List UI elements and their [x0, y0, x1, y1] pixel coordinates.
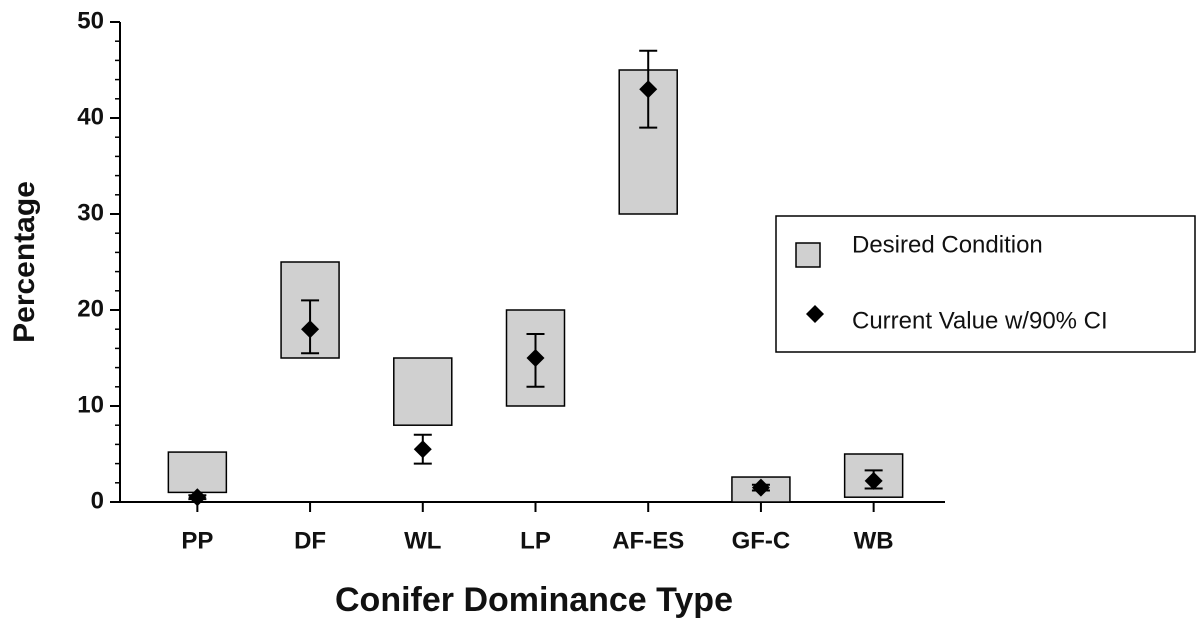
x-tick-label: GF-C: [732, 527, 791, 554]
desired-range-bar: [167, 451, 228, 494]
x-tick-label: WL: [404, 527, 441, 554]
y-axis-title: Percentage: [8, 181, 41, 343]
x-tick-label: DF: [294, 527, 326, 554]
current-value-point: [751, 478, 770, 497]
x-tick-label: WB: [854, 527, 894, 554]
legend-swatch: [795, 242, 821, 268]
y-tick-label: 0: [91, 487, 104, 514]
current-value-point: [864, 471, 883, 490]
y-tick-label: 50: [77, 7, 104, 34]
y-tick-label: 30: [77, 199, 104, 226]
x-axis-title: Conifer Dominance Type: [335, 581, 733, 619]
desired-range-bar: [393, 357, 453, 426]
y-tick-label: 20: [77, 295, 104, 322]
legend-box: [775, 215, 1196, 353]
x-tick-label: PP: [181, 527, 213, 554]
y-tick-label: 10: [77, 391, 104, 418]
current-value-point: [188, 488, 207, 507]
current-value-point: [526, 349, 545, 367]
legend-label: Current Value w/90% CI: [852, 307, 1108, 334]
legend-label: Desired Condition: [852, 231, 1043, 258]
x-tick-label: AF-ES: [612, 527, 684, 554]
y-tick-label: 40: [77, 103, 104, 130]
current-value-point: [413, 440, 432, 459]
legend-marker: [806, 305, 824, 323]
x-tick-label: LP: [520, 527, 551, 554]
current-value-point: [301, 320, 320, 339]
current-value-point: [639, 80, 658, 99]
